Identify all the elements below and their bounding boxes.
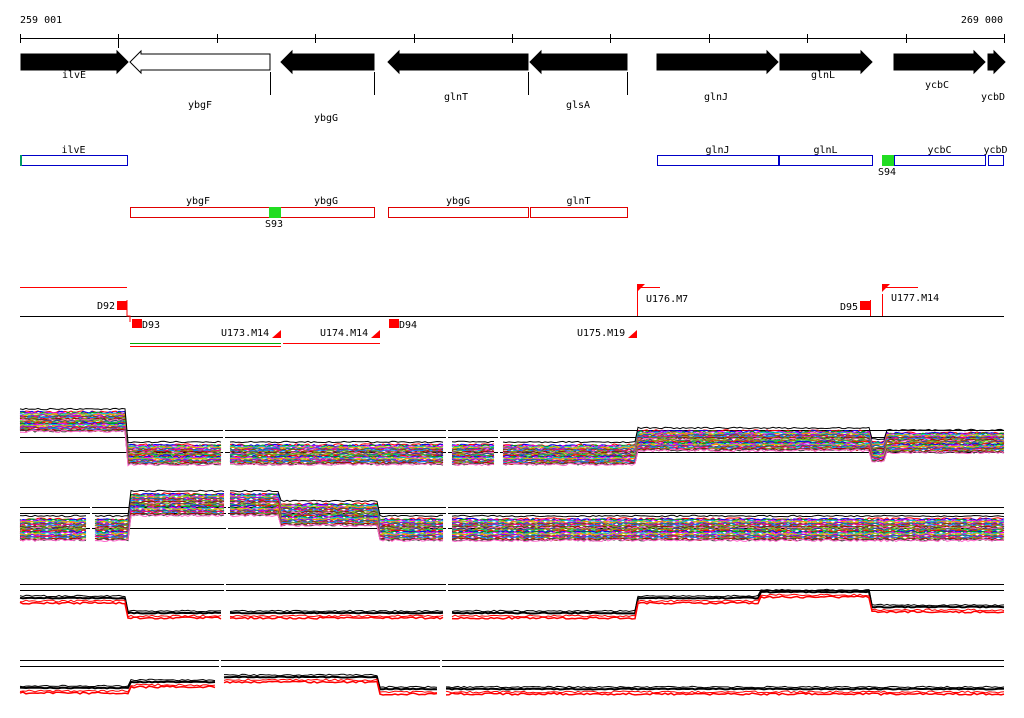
operon-label-glnt: glnT bbox=[566, 196, 590, 207]
expression-panel-forward-summary bbox=[19, 580, 1005, 620]
gene-label-ybgg: ybgG bbox=[314, 113, 338, 124]
site-label-s94: S94 bbox=[878, 167, 896, 178]
feature-marker-u174-m14[interactable] bbox=[371, 330, 380, 338]
gene-arrow-glnj[interactable] bbox=[656, 49, 779, 75]
site-marker-s93[interactable] bbox=[269, 207, 281, 218]
operon-gene-glnj[interactable] bbox=[657, 155, 779, 166]
gene-label-glnj: glnJ bbox=[704, 92, 728, 103]
operon-gene-ybgg[interactable] bbox=[388, 207, 529, 218]
feature-marker-u177-m14[interactable] bbox=[882, 284, 890, 292]
operon-label-ybgg: ybgG bbox=[446, 196, 470, 207]
gene-arrow-glnl[interactable] bbox=[779, 49, 873, 75]
feature-marker-u176-m7[interactable] bbox=[637, 284, 645, 292]
operon-label-ilve: ilvE bbox=[61, 145, 85, 156]
forward-operon-track: ilvE glnJ glnL ycbC ycbD S94 bbox=[20, 145, 1008, 178]
gene-label-ycbc: ycbC bbox=[925, 80, 949, 91]
feature-label-u173-m14: U173.M14 bbox=[221, 328, 269, 339]
operon-gene-ycbd[interactable] bbox=[988, 155, 1004, 166]
gene-arrow-ybgg[interactable] bbox=[280, 49, 375, 75]
feature-label-d92: D92 bbox=[97, 301, 115, 312]
feature-label-u174-m14: U174.M14 bbox=[320, 328, 368, 339]
gene-arrow-ilve[interactable] bbox=[20, 49, 129, 75]
gene-label-glnl: glnL bbox=[811, 70, 835, 81]
gene-arrow-glsa[interactable] bbox=[529, 49, 628, 75]
feature-label-u177-m14: U177.M14 bbox=[891, 293, 939, 304]
operon-gene-ilve[interactable] bbox=[20, 155, 128, 166]
site-marker-s94[interactable] bbox=[882, 155, 894, 166]
feature-track: D92 D93 U173.M14 U174.M14 D94 U175.M19 U176.M7… bbox=[20, 284, 1004, 347]
gene-track: ilvE ybgF ybgG glnT glsA glnJ glnL ycbC ycbD bbox=[20, 38, 1006, 124]
expression-panel-reverse-multi bbox=[19, 489, 1005, 543]
expression-panel-reverse-summary bbox=[19, 656, 1005, 696]
operon-label-glnl: glnL bbox=[813, 145, 837, 156]
gene-arrow-ybgf[interactable] bbox=[129, 49, 271, 75]
feature-marker-d93[interactable] bbox=[132, 319, 142, 328]
gene-label-glsa: glsA bbox=[566, 100, 590, 111]
gene-arrow-ycbd[interactable] bbox=[987, 49, 1006, 75]
operon-label-glnj: glnJ bbox=[705, 145, 729, 156]
feature-label-d95: D95 bbox=[840, 302, 858, 313]
feature-label-u176-m7: U176.M7 bbox=[646, 294, 688, 305]
operon-label-ybgg: ybgG bbox=[314, 196, 338, 207]
coordinate-ruler: 259 001 269 000 bbox=[20, 15, 1005, 43]
feature-marker-u173-m14[interactable] bbox=[272, 330, 281, 338]
feature-label-u175-m19: U175.M19 bbox=[577, 328, 625, 339]
gene-arrow-glnt[interactable] bbox=[387, 49, 529, 75]
gene-label-glnt: glnT bbox=[444, 92, 468, 103]
operon-label-ybgf: ybgF bbox=[186, 196, 210, 207]
operon-label-ycbd: ycbD bbox=[983, 145, 1007, 156]
gene-label-ilve: ilvE bbox=[62, 70, 86, 81]
gene-label-ycbd: ycbD bbox=[981, 92, 1005, 103]
coord-end-label: 269 000 bbox=[961, 15, 1003, 26]
operon-label-ycbc: ycbC bbox=[927, 145, 951, 156]
feature-marker-d92[interactable] bbox=[117, 301, 127, 310]
gene-label-ybgf: ybgF bbox=[188, 100, 212, 111]
gene-arrow-ycbc[interactable] bbox=[893, 49, 986, 75]
feature-label-d93: D93 bbox=[142, 320, 160, 331]
feature-label-d94: D94 bbox=[399, 320, 417, 331]
operon-gene-ybgf[interactable] bbox=[130, 207, 375, 218]
expression-panels bbox=[19, 407, 1005, 696]
operon-gene-glnl[interactable] bbox=[779, 155, 873, 166]
site-label-s93: S93 bbox=[265, 219, 283, 230]
feature-marker-d94[interactable] bbox=[389, 319, 399, 328]
coord-start-label: 259 001 bbox=[20, 15, 62, 26]
operon-gene-glnt[interactable] bbox=[530, 207, 628, 218]
expression-panel-forward-multi bbox=[19, 407, 1005, 467]
operon-gene-ycbc[interactable] bbox=[894, 155, 986, 166]
feature-marker-u175-m19[interactable] bbox=[628, 330, 637, 338]
reverse-operon-track: ybgF ybgG glnT S93 ybgG bbox=[130, 196, 628, 230]
feature-marker-d95[interactable] bbox=[860, 301, 870, 310]
